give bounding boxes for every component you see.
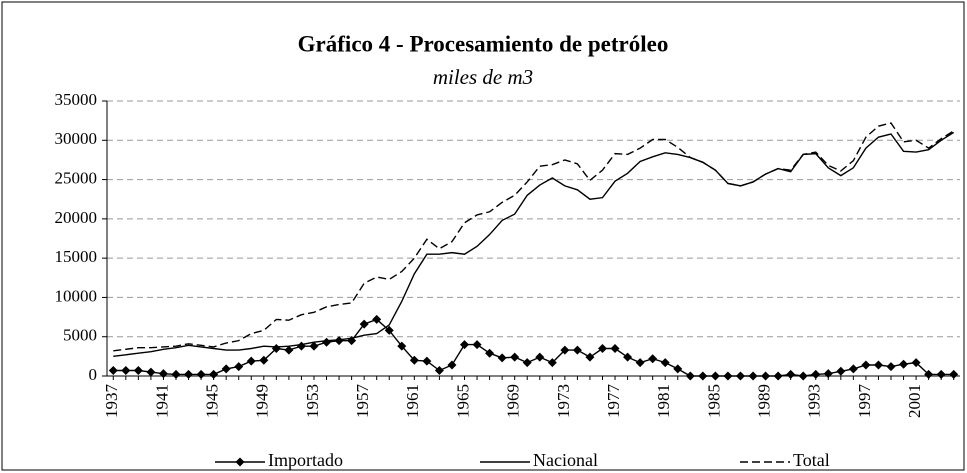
point-marker [873, 360, 883, 370]
point-marker [572, 345, 582, 355]
y-tick-label: 15000 [55, 247, 98, 266]
point-marker [597, 344, 607, 353]
point-marker [447, 360, 457, 370]
point-marker [836, 366, 846, 376]
x-tick-label: 1945 [203, 384, 222, 418]
point-marker [158, 369, 168, 379]
x-tick-label: 1953 [303, 384, 322, 418]
x-tick-label: 1937 [102, 384, 121, 419]
point-marker [648, 354, 658, 364]
point-marker [359, 319, 369, 329]
y-tick-label: 0 [89, 365, 98, 384]
point-marker [735, 371, 745, 381]
point-marker [108, 366, 118, 375]
legend-marker [235, 457, 245, 467]
point-marker [422, 356, 432, 366]
x-tick-label: 1941 [152, 384, 171, 418]
x-tick-label: 1969 [504, 384, 523, 418]
point-marker [924, 369, 934, 379]
point-marker [472, 340, 482, 350]
point-marker [861, 360, 871, 370]
x-tick-label: 1973 [554, 384, 573, 418]
point-marker [121, 366, 131, 375]
legend-label: Total [793, 450, 830, 470]
series-line [113, 122, 955, 352]
x-tick-label: 1993 [805, 384, 824, 418]
point-marker [259, 355, 269, 365]
point-marker [949, 369, 959, 379]
y-tick-label: 20000 [55, 208, 98, 227]
point-marker [823, 369, 833, 379]
point-marker [811, 369, 821, 379]
point-marker [547, 358, 557, 368]
x-tick-label: 1949 [253, 384, 272, 418]
chart-title: Gráfico 4 - Procesamiento de petróleo [298, 31, 669, 56]
point-marker [535, 352, 545, 362]
point-marker [886, 362, 896, 372]
x-tick-label: 1957 [353, 384, 372, 419]
point-marker [848, 364, 858, 374]
point-marker [384, 325, 394, 335]
y-tick-label: 10000 [55, 286, 98, 305]
point-marker [460, 340, 470, 350]
y-tick-label: 30000 [55, 129, 98, 148]
point-marker [146, 367, 156, 377]
x-tick-label: 1985 [704, 384, 723, 418]
point-marker [698, 371, 708, 381]
point-marker [434, 366, 444, 375]
x-tick-label: 1965 [453, 384, 472, 418]
point-marker [660, 358, 670, 368]
point-marker [585, 352, 595, 362]
point-marker [522, 358, 532, 368]
y-tick-label: 25000 [55, 168, 98, 187]
series-line [113, 131, 955, 358]
point-marker [510, 352, 520, 362]
point-marker [685, 371, 695, 381]
x-tick-label: 1981 [654, 384, 673, 418]
point-marker [623, 352, 633, 362]
point-marker [911, 358, 921, 368]
point-marker [221, 364, 231, 374]
point-marker [171, 369, 181, 379]
point-marker [723, 371, 733, 381]
y-tick-label: 5000 [63, 326, 97, 345]
x-tick-label: 2001 [905, 384, 924, 418]
point-marker [635, 358, 645, 368]
chart-subtitle: miles de m3 [433, 65, 533, 89]
point-marker [209, 369, 219, 379]
point-marker [936, 369, 946, 379]
point-marker [610, 344, 620, 353]
point-marker [560, 345, 570, 355]
x-tick-label: 1977 [604, 384, 623, 419]
point-marker [234, 362, 244, 372]
point-marker [710, 371, 720, 381]
point-marker [196, 369, 206, 379]
x-tick-label: 1961 [403, 384, 422, 418]
point-marker [309, 341, 319, 351]
point-marker [748, 371, 758, 381]
x-tick-label: 1997 [855, 384, 874, 419]
point-marker [773, 371, 783, 381]
point-marker [246, 356, 256, 366]
point-marker [673, 364, 683, 374]
point-marker [485, 348, 495, 358]
legend-label: Nacional [533, 450, 598, 470]
point-marker [334, 336, 344, 346]
point-marker [497, 353, 507, 363]
point-marker [409, 355, 419, 365]
point-marker [761, 371, 771, 381]
y-tick-label: 35000 [55, 90, 98, 109]
point-marker [397, 341, 407, 351]
x-tick-label: 1989 [754, 384, 773, 418]
point-marker [798, 371, 808, 381]
point-marker [284, 345, 294, 355]
point-marker [899, 359, 909, 369]
point-marker [372, 314, 382, 324]
legend-label: Importado [268, 450, 343, 470]
point-marker [786, 369, 796, 379]
point-marker [184, 369, 194, 379]
point-marker [133, 366, 143, 375]
